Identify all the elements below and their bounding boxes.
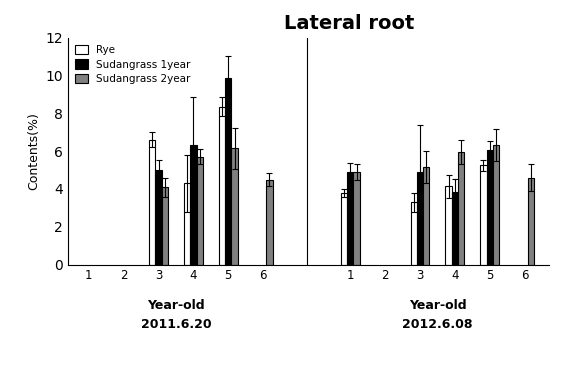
Bar [190, 145, 196, 265]
Text: 2011.6.20: 2011.6.20 [141, 318, 211, 330]
Text: Year-old: Year-old [409, 299, 466, 311]
Bar [458, 152, 464, 265]
Bar [347, 172, 353, 265]
Bar [410, 202, 417, 265]
Text: 2012.6.08: 2012.6.08 [402, 318, 473, 330]
Bar [219, 107, 225, 265]
Bar [493, 145, 499, 265]
Bar [196, 157, 203, 265]
Text: Lateral root: Lateral root [284, 14, 414, 34]
Bar [452, 192, 458, 265]
Legend: Rye, Sudangrass 1year, Sudangrass 2year: Rye, Sudangrass 1year, Sudangrass 2year [73, 43, 192, 86]
Bar [417, 172, 423, 265]
Bar [162, 187, 168, 265]
Bar [341, 193, 347, 265]
Text: Year-old: Year-old [147, 299, 205, 311]
Bar [445, 186, 452, 265]
Bar [528, 178, 534, 265]
Bar [184, 183, 190, 265]
Bar [156, 170, 162, 265]
Bar [353, 172, 360, 265]
Y-axis label: Contents(%): Contents(%) [27, 112, 40, 190]
Bar [149, 140, 156, 265]
Bar [225, 79, 231, 265]
Bar [231, 149, 238, 265]
Bar [423, 167, 430, 265]
Bar [266, 180, 273, 265]
Bar [487, 150, 493, 265]
Bar [481, 166, 487, 265]
